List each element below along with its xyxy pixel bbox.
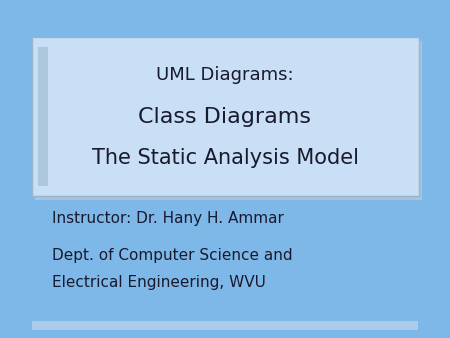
Text: The Static Analysis Model: The Static Analysis Model [91, 148, 359, 168]
FancyBboxPatch shape [35, 41, 422, 200]
FancyBboxPatch shape [32, 37, 419, 196]
Text: Dept. of Computer Science and: Dept. of Computer Science and [52, 248, 292, 263]
Text: UML Diagrams:: UML Diagrams: [156, 66, 294, 84]
Text: Instructor: Dr. Hany H. Ammar: Instructor: Dr. Hany H. Ammar [52, 211, 284, 225]
Text: Electrical Engineering, WVU: Electrical Engineering, WVU [52, 275, 266, 290]
FancyBboxPatch shape [38, 47, 48, 186]
Text: Class Diagrams: Class Diagrams [139, 106, 311, 127]
Bar [32, 321, 419, 330]
